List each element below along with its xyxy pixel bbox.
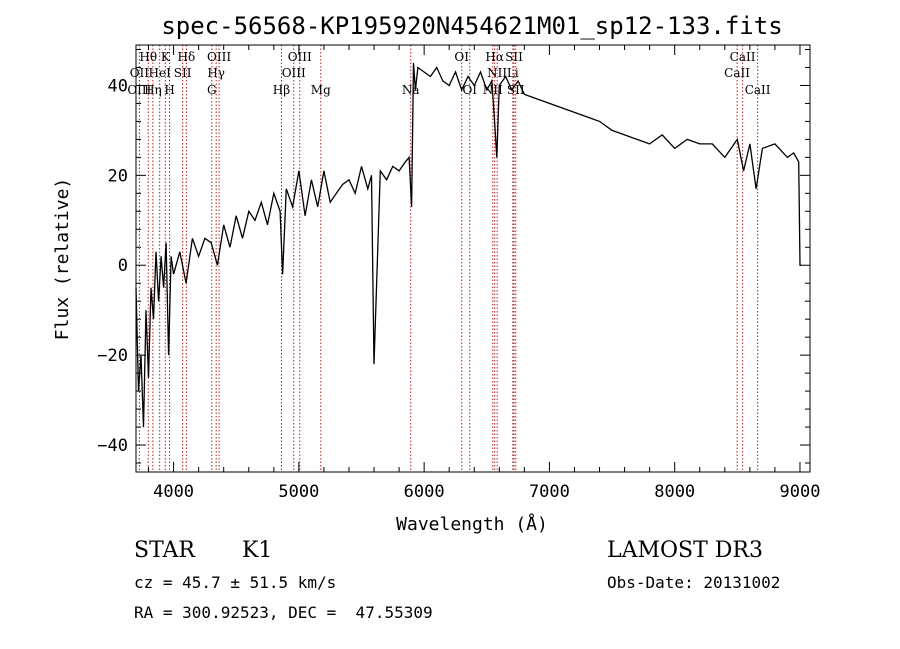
line-label: OIII [288, 50, 312, 64]
line-label: CaII [730, 50, 756, 64]
spectrum-series [135, 62, 802, 428]
y-tick-label: −20 [97, 346, 128, 366]
y-tick-label: 40 [108, 76, 128, 96]
x-axis-label: Wavelength (Å) [396, 513, 548, 535]
line-label: OIII [207, 50, 231, 64]
y-tick-label: −40 [97, 436, 128, 456]
class-label: STAR [134, 538, 195, 563]
chart-title: spec-56568-KP195920N454621M01_sp12-133.f… [161, 12, 782, 40]
spectrum-line [135, 62, 802, 428]
line-label: Na [402, 83, 420, 97]
line-label: OI [454, 50, 469, 64]
line-label: OIII [282, 66, 306, 80]
plot-frame [135, 44, 811, 473]
x-tick-label: 8000 [654, 482, 695, 502]
line-label: NII [487, 66, 507, 80]
y-tick-label: 0 [118, 256, 128, 276]
y-tick-label: 20 [108, 166, 128, 186]
line-label: Hη [144, 83, 162, 97]
redshift-text: cz = 45.7 ± 51.5 km/s [134, 573, 337, 592]
line-label: SII [174, 66, 192, 80]
line-label: K [161, 50, 171, 64]
line-label: G [207, 83, 217, 97]
line-label: HeI [149, 66, 172, 80]
x-tick-label: 6000 [404, 482, 445, 502]
y-axis-label: Flux (relative) [52, 178, 73, 341]
line-label: Hθ [139, 50, 157, 64]
line-label: CaII [724, 66, 750, 80]
line-label: Hγ [207, 66, 225, 80]
line-markers [138, 45, 759, 472]
subclass-label: K1 [242, 538, 273, 563]
radec-text: RA = 300.92523, DEC = 47.55309 [134, 603, 433, 622]
x-tick-label: 4000 [153, 482, 194, 502]
line-label: H [164, 83, 174, 97]
line-label: OI [462, 83, 477, 97]
line-label: Hδ [178, 50, 196, 64]
line-label: OII [130, 66, 150, 80]
line-label: Mg [311, 83, 331, 97]
line-label: CaII [745, 83, 771, 97]
x-tick-label: 5000 [278, 482, 319, 502]
axes: 4000 5000 6000 7000 8000 9000 −40 −20 0 20 40 [97, 44, 821, 502]
line-label: Hα [485, 50, 504, 64]
x-tick-label: 7000 [529, 482, 570, 502]
x-tick-label: 9000 [780, 482, 821, 502]
obs-date-text: Obs-Date: 20131002 [607, 573, 781, 592]
survey-label: LAMOST DR3 [607, 538, 763, 563]
line-label: Hβ [273, 83, 290, 97]
line-label: SII [505, 50, 523, 64]
line-label: OIII [127, 83, 151, 97]
line-label: Li [507, 66, 519, 80]
